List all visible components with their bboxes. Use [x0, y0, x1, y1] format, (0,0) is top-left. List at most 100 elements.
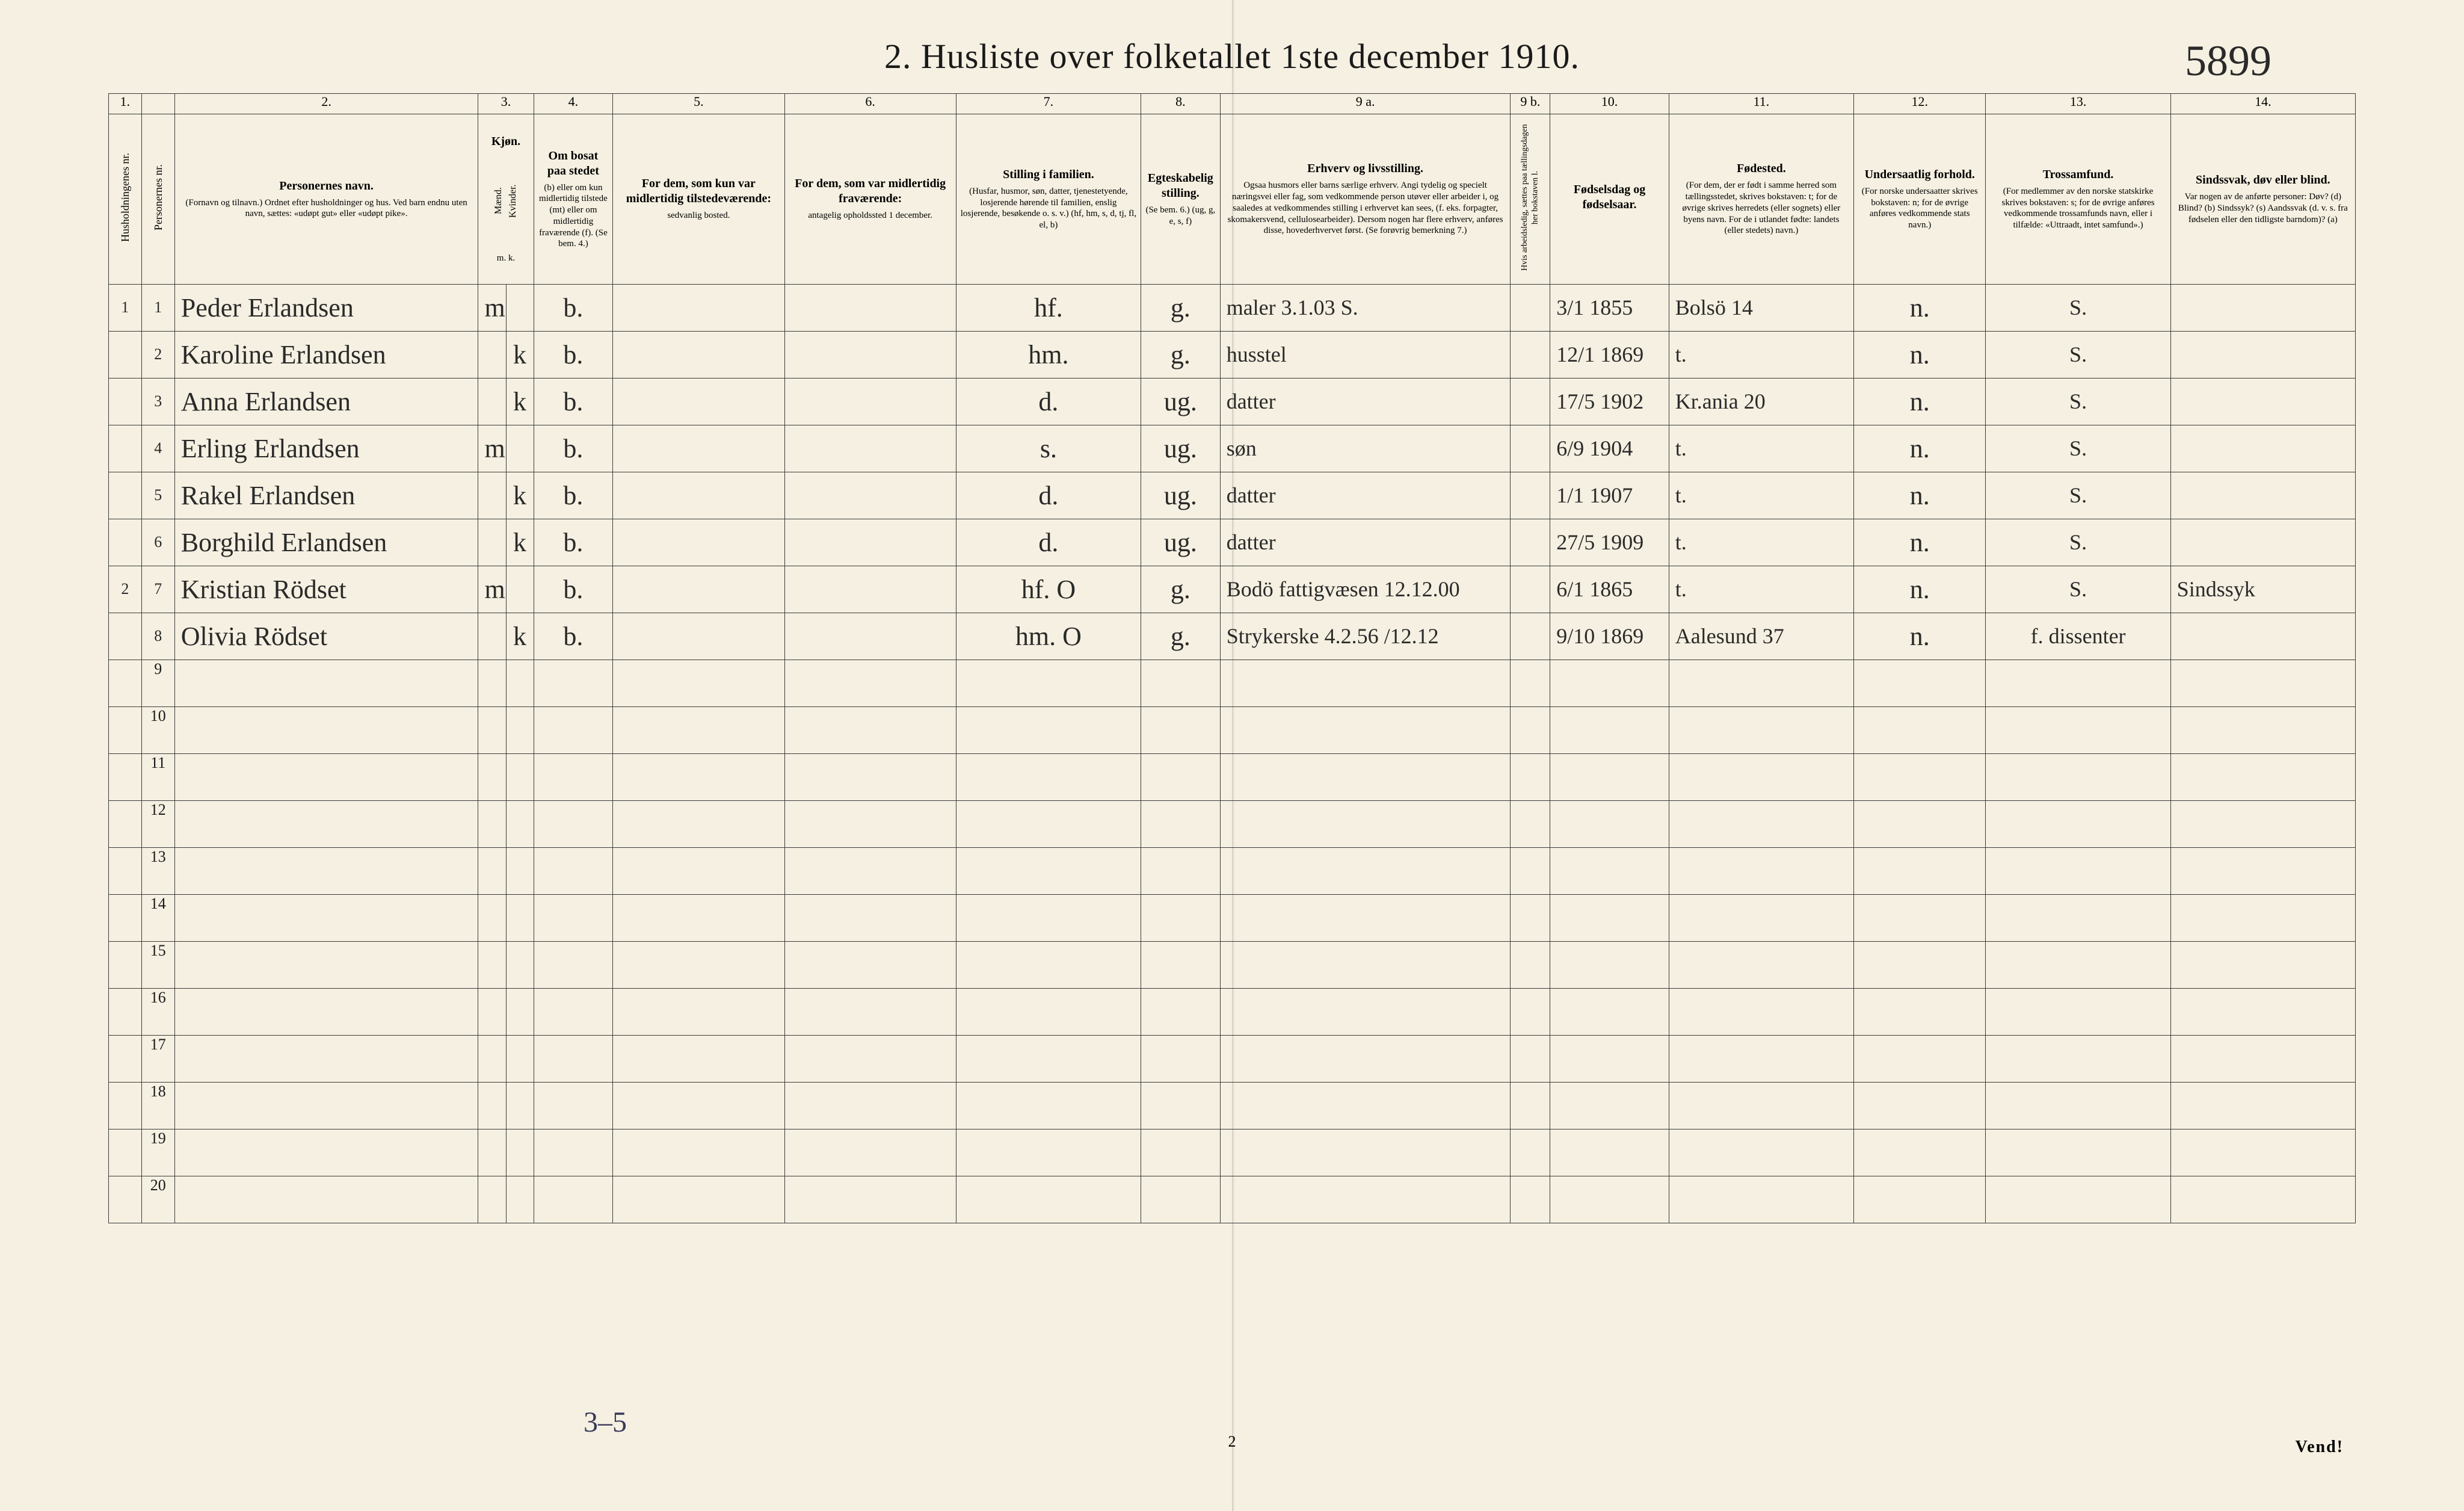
cell-empty: [506, 660, 534, 706]
cell-bosat: b.: [534, 425, 613, 472]
cell-person-nr: 18: [141, 1082, 174, 1129]
cell-empty: [1550, 800, 1669, 847]
cell-sex-m: [478, 613, 506, 660]
cell-arbledig: [1511, 284, 1550, 331]
page-number: 2: [1228, 1433, 1236, 1451]
cell-empty: [784, 706, 956, 753]
cell-person-nr: 2: [141, 331, 174, 378]
cell-person-nr: 4: [141, 425, 174, 472]
cell-midl-tilstede: [613, 331, 784, 378]
cell-household-nr: [109, 1082, 142, 1129]
cell-erhverv: Strykerske 4.2.56 /12.12: [1220, 613, 1511, 660]
colnum: 1.: [109, 94, 142, 114]
cell-empty: [1141, 1035, 1221, 1082]
cell-sindssvak: [2170, 425, 2355, 472]
cell-sex-m: [478, 331, 506, 378]
cell-person-nr: 20: [141, 1176, 174, 1223]
cell-bosat: b.: [534, 472, 613, 519]
col-sindssvak: Sindssvak, døv eller blind. Var nogen av…: [2170, 114, 2355, 285]
col-midl-tilstede: For dem, som kun var midlertidig tilsted…: [613, 114, 784, 285]
cell-empty: [506, 1176, 534, 1223]
cell-empty: [1511, 1082, 1550, 1129]
cell-empty: [613, 800, 784, 847]
cell-fsted: Kr.ania 20: [1669, 378, 1853, 425]
cell-empty: [534, 847, 613, 894]
cell-empty: [174, 847, 478, 894]
cell-empty: [1854, 1129, 1986, 1176]
cell-sex-m: m: [478, 284, 506, 331]
cell-sindssvak: Sindssyk: [2170, 566, 2355, 613]
census-page: 5899 2. Husliste over folketallet 1ste d…: [0, 0, 2464, 1511]
cell-erhverv: Bodö fattigvæsen 12.12.00: [1220, 566, 1511, 613]
table-row-empty: 11: [109, 753, 2356, 800]
table-row: 11Peder Erlandsenmb.hf.g.maler 3.1.03 S.…: [109, 284, 2356, 331]
cell-empty: [2170, 941, 2355, 988]
cell-empty: [174, 988, 478, 1035]
cell-fsted: t.: [1669, 425, 1853, 472]
cell-empty: [506, 753, 534, 800]
cell-empty: [174, 800, 478, 847]
cell-empty: [1986, 988, 2170, 1035]
cell-household-nr: [109, 378, 142, 425]
cell-empty: [534, 1035, 613, 1082]
cell-empty: [1141, 706, 1221, 753]
cell-fam: hm. O: [956, 613, 1141, 660]
cell-empty: [1986, 660, 2170, 706]
colnum: 13.: [1986, 94, 2170, 114]
cell-empty: [534, 1082, 613, 1129]
table-row-empty: 14: [109, 894, 2356, 941]
cell-empty: [956, 847, 1141, 894]
cell-name: Karoline Erlandsen: [174, 331, 478, 378]
cell-person-nr: 7: [141, 566, 174, 613]
cell-tro: S.: [1986, 378, 2170, 425]
cell-empty: [1854, 753, 1986, 800]
colnum: [141, 94, 174, 114]
cell-empty: [784, 1082, 956, 1129]
cell-empty: [534, 1176, 613, 1223]
cell-midl-frav: [784, 284, 956, 331]
cell-empty: [1511, 753, 1550, 800]
cell-sindssvak: [2170, 519, 2355, 566]
cell-empty: [1669, 894, 1853, 941]
cell-sindssvak: [2170, 378, 2355, 425]
cell-midl-frav: [784, 331, 956, 378]
cell-empty: [506, 1129, 534, 1176]
cell-person-nr: 13: [141, 847, 174, 894]
cell-empty: [613, 1129, 784, 1176]
cell-household-nr: [109, 425, 142, 472]
cell-tro: S.: [1986, 472, 2170, 519]
cell-empty: [506, 894, 534, 941]
cell-empty: [1854, 660, 1986, 706]
cell-name: Erling Erlandsen: [174, 425, 478, 472]
cell-empty: [1550, 1176, 1669, 1223]
cell-empty: [1669, 706, 1853, 753]
colnum: 9 b.: [1511, 94, 1550, 114]
cell-fam: d.: [956, 378, 1141, 425]
col-person-nr: Personernes nr.: [141, 114, 174, 285]
table-row: 4Erling Erlandsenmb.s.ug.søn6/9 1904t.n.…: [109, 425, 2356, 472]
cell-empty: [613, 894, 784, 941]
cell-person-nr: 8: [141, 613, 174, 660]
cell-empty: [1220, 1129, 1511, 1176]
cell-empty: [1550, 894, 1669, 941]
cell-egt: ug.: [1141, 425, 1221, 472]
col-name: Personernes navn. (Fornavn og tilnavn.) …: [174, 114, 478, 285]
cell-fsted: Bolsö 14: [1669, 284, 1853, 331]
cell-empty: [784, 988, 956, 1035]
cell-empty: [478, 1176, 506, 1223]
cell-empty: [1220, 1035, 1511, 1082]
cell-person-nr: 12: [141, 800, 174, 847]
cell-empty: [174, 1035, 478, 1082]
cell-empty: [1141, 988, 1221, 1035]
cell-household-nr: [109, 800, 142, 847]
cell-empty: [174, 1082, 478, 1129]
cell-midl-tilstede: [613, 284, 784, 331]
cell-midl-frav: [784, 378, 956, 425]
cell-household-nr: [109, 1129, 142, 1176]
table-row-empty: 16: [109, 988, 2356, 1035]
cell-empty: [784, 847, 956, 894]
cell-empty: [956, 894, 1141, 941]
cell-fsted: Aalesund 37: [1669, 613, 1853, 660]
cell-empty: [956, 941, 1141, 988]
cell-egt: g.: [1141, 566, 1221, 613]
